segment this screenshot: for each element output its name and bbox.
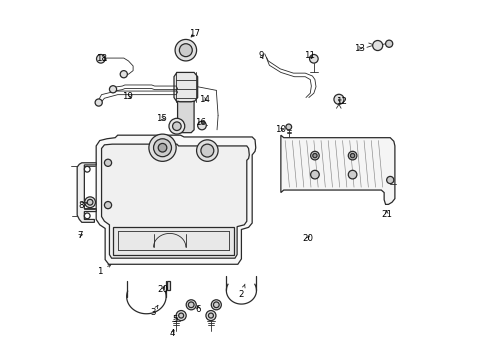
Circle shape xyxy=(172,122,181,131)
Circle shape xyxy=(188,302,194,308)
Text: 10: 10 xyxy=(274,125,286,134)
Circle shape xyxy=(211,300,221,310)
Circle shape xyxy=(197,121,206,130)
Circle shape xyxy=(348,151,357,160)
Circle shape xyxy=(311,151,319,160)
Text: 5: 5 xyxy=(172,315,178,324)
Text: 13: 13 xyxy=(354,44,365,53)
Circle shape xyxy=(85,197,96,208)
Polygon shape xyxy=(101,144,249,258)
Polygon shape xyxy=(281,135,395,204)
Text: 8: 8 xyxy=(78,201,87,210)
Text: 16: 16 xyxy=(195,118,206,127)
Circle shape xyxy=(169,118,185,134)
Circle shape xyxy=(196,140,218,161)
Text: 18: 18 xyxy=(96,54,107,63)
Polygon shape xyxy=(174,72,197,102)
Text: 6: 6 xyxy=(196,305,201,314)
Circle shape xyxy=(373,41,383,50)
Circle shape xyxy=(120,71,127,78)
Circle shape xyxy=(176,311,186,320)
Circle shape xyxy=(201,144,214,157)
Text: 12: 12 xyxy=(336,97,347,106)
Text: 15: 15 xyxy=(156,114,167,123)
Circle shape xyxy=(109,86,117,93)
Circle shape xyxy=(179,44,192,57)
Circle shape xyxy=(104,202,112,209)
Circle shape xyxy=(95,99,102,106)
Circle shape xyxy=(179,313,184,318)
Circle shape xyxy=(310,54,318,63)
Text: 1: 1 xyxy=(97,265,111,276)
Circle shape xyxy=(386,40,393,47)
Circle shape xyxy=(206,311,216,320)
Polygon shape xyxy=(96,135,256,264)
Text: 2: 2 xyxy=(239,284,245,298)
Circle shape xyxy=(186,300,196,310)
Circle shape xyxy=(208,313,214,318)
Text: 14: 14 xyxy=(199,95,210,104)
Text: 20: 20 xyxy=(158,285,169,294)
Circle shape xyxy=(348,170,357,179)
Text: 4: 4 xyxy=(170,329,175,338)
Polygon shape xyxy=(177,101,194,133)
Polygon shape xyxy=(77,163,96,222)
Circle shape xyxy=(286,124,292,130)
Text: 17: 17 xyxy=(189,29,200,38)
Text: 19: 19 xyxy=(122,92,133,101)
Polygon shape xyxy=(167,281,171,291)
Circle shape xyxy=(87,199,93,205)
Circle shape xyxy=(313,153,317,158)
Text: 20: 20 xyxy=(302,234,313,243)
Text: 9: 9 xyxy=(258,51,264,60)
Circle shape xyxy=(350,153,355,158)
Circle shape xyxy=(153,139,172,157)
Text: 3: 3 xyxy=(151,305,158,317)
Circle shape xyxy=(158,143,167,152)
Circle shape xyxy=(149,134,176,161)
Polygon shape xyxy=(113,227,234,255)
Circle shape xyxy=(104,159,112,166)
Circle shape xyxy=(97,54,105,63)
Text: 11: 11 xyxy=(304,51,315,60)
Text: 21: 21 xyxy=(381,210,392,219)
Circle shape xyxy=(214,302,219,308)
Circle shape xyxy=(387,176,394,184)
Circle shape xyxy=(175,40,196,61)
Text: 7: 7 xyxy=(77,231,83,240)
Circle shape xyxy=(334,94,344,104)
Circle shape xyxy=(311,170,319,179)
